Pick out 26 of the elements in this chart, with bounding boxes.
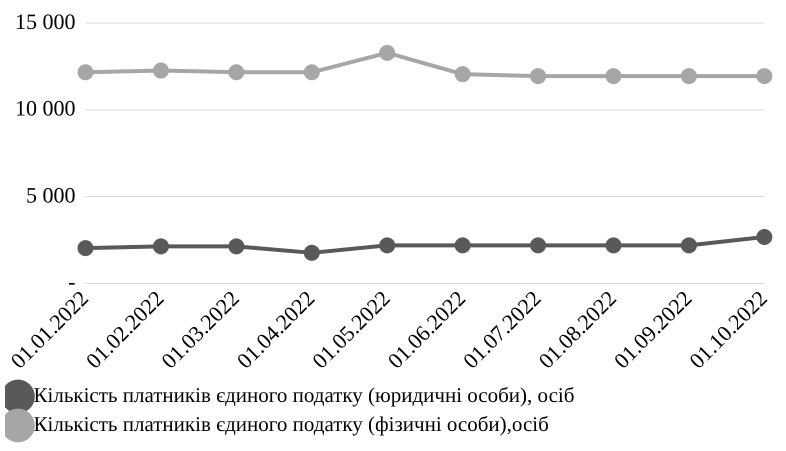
y-tick-label: 5 000 xyxy=(26,182,76,208)
point xyxy=(530,68,546,84)
y-tick-label: 10 000 xyxy=(15,96,76,121)
point xyxy=(304,64,320,80)
point xyxy=(78,64,94,80)
point xyxy=(78,240,94,256)
point xyxy=(152,62,169,79)
legend-label: Кількість платників єдиного податку (юридичні особи), осіб xyxy=(34,383,574,408)
point xyxy=(379,237,396,254)
y-tick-label: 15 000 xyxy=(15,8,76,34)
point xyxy=(379,44,396,61)
point xyxy=(304,244,320,261)
point xyxy=(228,64,244,80)
point xyxy=(152,238,169,254)
point xyxy=(605,68,622,84)
point xyxy=(756,68,772,84)
point xyxy=(680,237,697,254)
legend-label: Кількість платників єдиного податку (фізичні особи),осіб xyxy=(34,412,549,436)
point xyxy=(680,68,697,84)
point xyxy=(530,237,546,254)
point xyxy=(228,238,244,254)
point xyxy=(756,229,772,246)
point xyxy=(454,237,471,254)
point xyxy=(605,237,622,254)
y-tick-label: - xyxy=(68,269,76,294)
point xyxy=(454,66,471,82)
